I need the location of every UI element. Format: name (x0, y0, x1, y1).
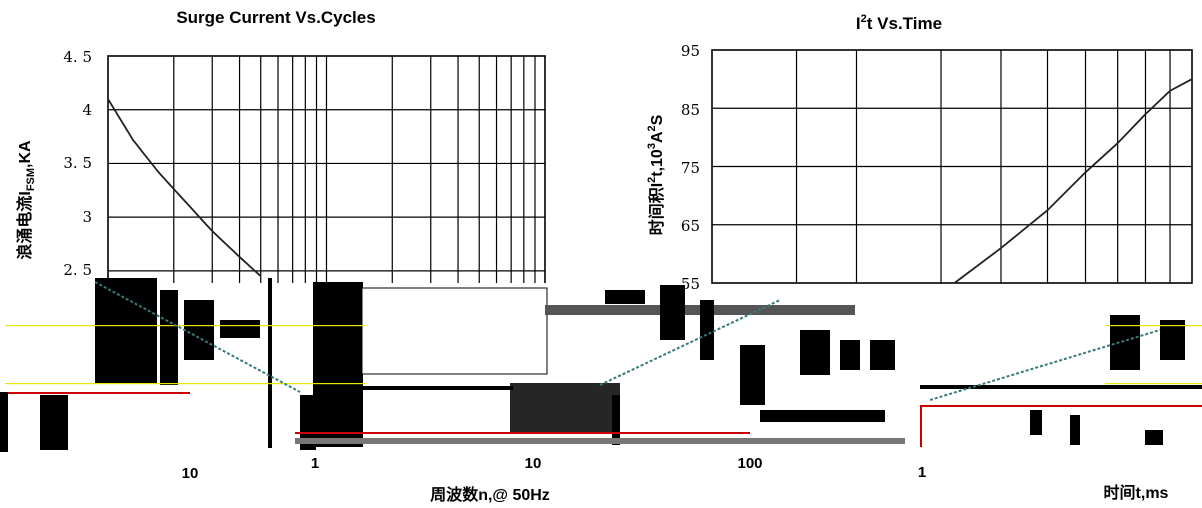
surge-y-tick-2-5: 2. 5 (63, 261, 92, 279)
i2t-y-tick-85: 85 (681, 101, 700, 119)
surge-y-tick-3: 3 (82, 208, 92, 226)
i2t-x-tick-1: 1 (918, 464, 926, 481)
surge-y-label-sub: FSM (25, 168, 37, 191)
i2t-ylabel-d: S (649, 114, 666, 125)
i2t-title-sup: 2 (861, 13, 867, 25)
i2t-curve (953, 78, 1193, 284)
surge-chart-title: Surge Current Vs.Cycles (176, 8, 375, 27)
surge-x-tick-10-left: 10 (182, 465, 199, 482)
surge-x-tick-10: 10 (525, 455, 542, 472)
corrupted-image-region (0, 278, 1202, 453)
i2t-y-tick-95: 95 (681, 42, 700, 60)
surge-y-tick-4: 4 (82, 101, 92, 119)
i2t-y-tick-65: 65 (681, 217, 700, 235)
i2t-chart-title: I2t Vs.Time (856, 13, 942, 33)
surge-y-label-unit: ,KA (17, 140, 34, 168)
surge-y-tick-4-5: 4. 5 (63, 48, 92, 66)
i2t-x-axis-label: 时间t,ms (1104, 483, 1169, 502)
i2t-chart-grid (712, 50, 1192, 283)
i2t-ylabel-s3: 2 (646, 125, 658, 131)
i2t-title-b: t Vs.Time (867, 14, 942, 33)
i2t-y-axis-label: 时间积I2t,103A2S (646, 114, 666, 235)
surge-x-tick-100: 100 (737, 455, 762, 472)
i2t-y-tick-55: 55 (681, 275, 700, 293)
i2t-chart: I2t Vs.Time 95 85 75 65 55 时间积I2t,103A2S (646, 13, 1193, 293)
surge-curve (107, 98, 262, 277)
surge-y-tick-3-5: 3. 5 (63, 154, 92, 172)
i2t-y-tick-75: 75 (681, 159, 700, 177)
surge-y-axis-label: 浪涌电流IFSM,KA (15, 140, 37, 260)
i2t-ylabel-b: t,10 (649, 149, 666, 177)
surge-x-tick-1: 1 (311, 455, 319, 472)
i2t-ylabel-a: 时间积I (647, 183, 666, 235)
i2t-ylabel-s2: 3 (646, 143, 658, 149)
i2t-title-a: I (856, 14, 861, 33)
i2t-ylabel-s1: 2 (646, 177, 658, 183)
i2t-ylabel-c: A (649, 131, 666, 143)
surge-y-label-main: 浪涌电流I (15, 191, 34, 259)
surge-x-axis-label: 周波数n,@ 50Hz (430, 485, 550, 504)
i2t-chart-frame (711, 49, 1193, 284)
